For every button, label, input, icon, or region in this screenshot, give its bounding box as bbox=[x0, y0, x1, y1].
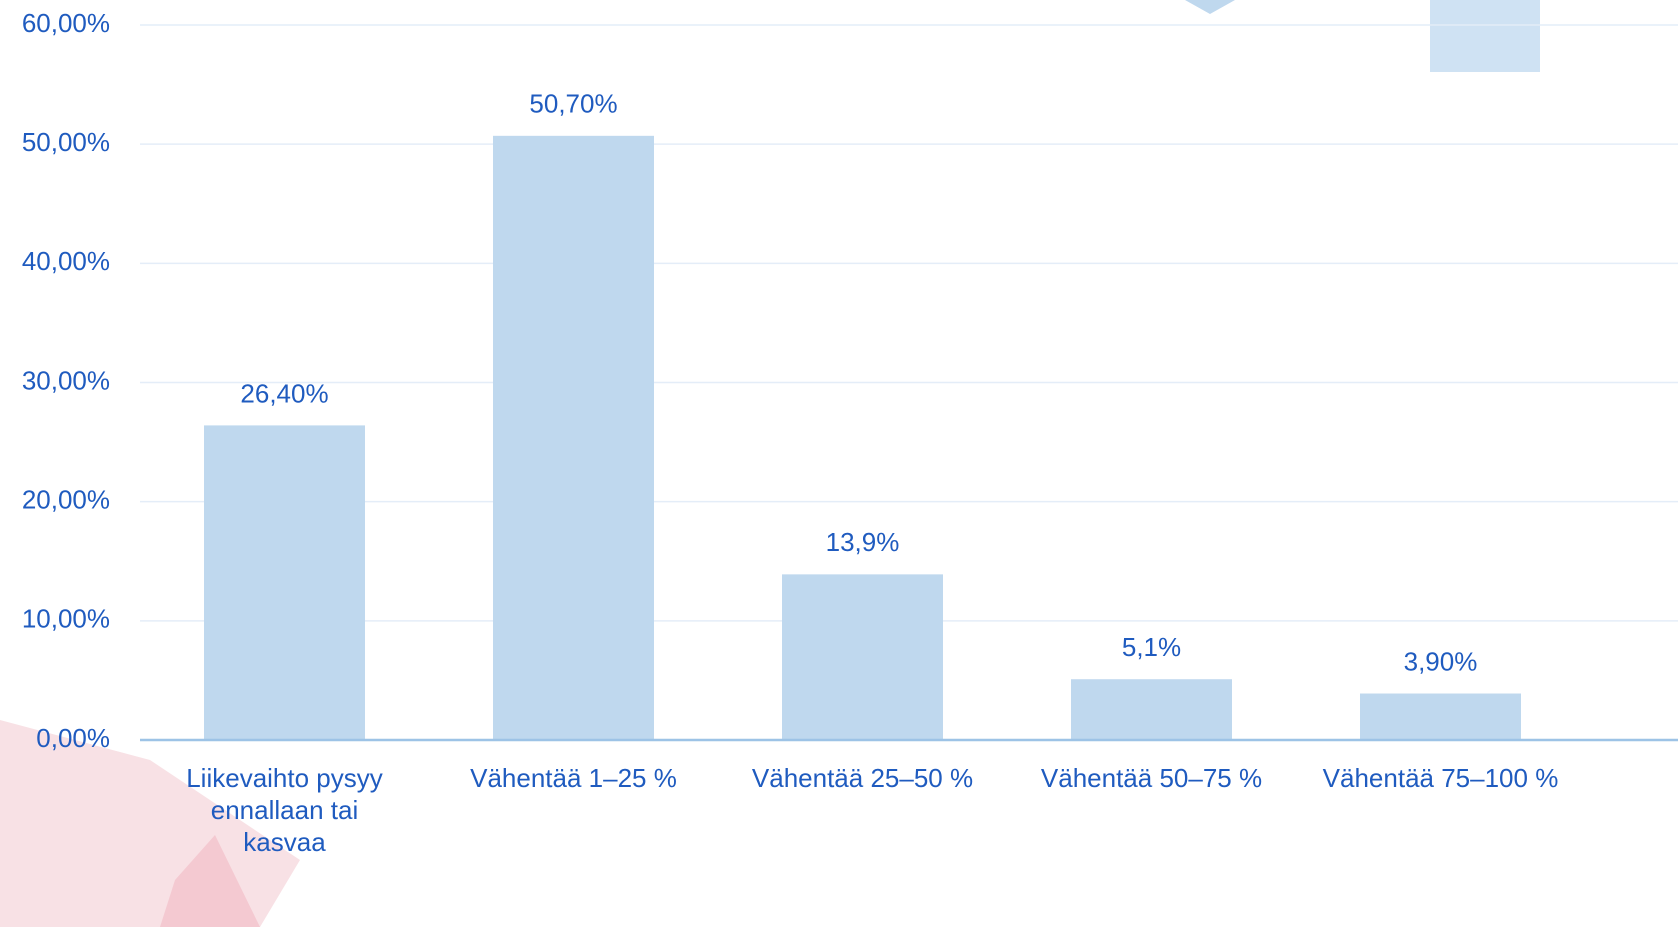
x-tick-label: Liikevaihto pysyy ennallaan tai kasvaa bbox=[170, 762, 400, 858]
value-label: 3,90% bbox=[1404, 646, 1478, 676]
bar bbox=[1360, 694, 1521, 740]
bar bbox=[204, 425, 365, 740]
decoration bbox=[1185, 0, 1235, 14]
y-tick-label: 10,00% bbox=[22, 604, 110, 634]
x-tick-label: Vähentää 25–50 % bbox=[738, 762, 988, 794]
value-label: 5,1% bbox=[1122, 632, 1181, 662]
value-label: 50,70% bbox=[529, 89, 617, 119]
bar bbox=[1071, 679, 1232, 740]
bar bbox=[782, 574, 943, 740]
value-label: 26,40% bbox=[240, 378, 328, 408]
y-tick-label: 50,00% bbox=[22, 127, 110, 157]
y-tick-label: 20,00% bbox=[22, 485, 110, 515]
value-label: 13,9% bbox=[826, 527, 900, 557]
y-tick-label: 60,00% bbox=[22, 8, 110, 38]
decoration bbox=[1430, 0, 1540, 72]
bar bbox=[493, 136, 654, 740]
y-tick-label: 40,00% bbox=[22, 246, 110, 276]
x-tick-label: Vähentää 1–25 % bbox=[449, 762, 699, 794]
y-tick-label: 30,00% bbox=[22, 365, 110, 395]
x-tick-label: Vähentää 75–100 % bbox=[1316, 762, 1566, 794]
y-tick-label: 0,00% bbox=[36, 723, 110, 753]
page: 0,00% 10,00% 20,00% 30,00% 40,00% 50,00% 60,00… bbox=[0, 0, 1678, 927]
x-tick-label: Vähentää 50–75 % bbox=[1027, 762, 1277, 794]
